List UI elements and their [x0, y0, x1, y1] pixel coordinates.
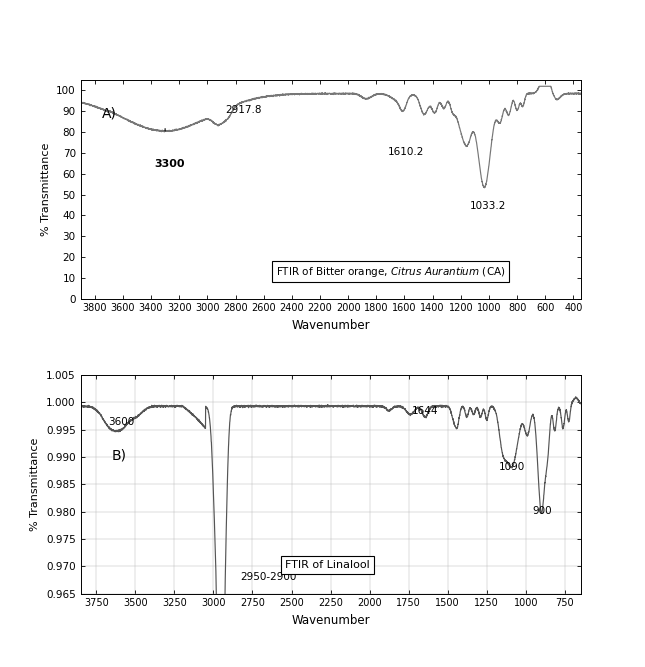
Text: A): A) — [102, 107, 117, 121]
Text: 1644: 1644 — [412, 406, 439, 416]
Y-axis label: % Transmittance: % Transmittance — [30, 438, 41, 531]
Text: 2917.8: 2917.8 — [226, 105, 262, 115]
Text: FTIR of Linalool: FTIR of Linalool — [285, 560, 370, 570]
Text: 2950-2900: 2950-2900 — [240, 572, 296, 582]
X-axis label: Wavenumber: Wavenumber — [292, 319, 370, 332]
Text: 3300: 3300 — [154, 159, 184, 169]
Text: B): B) — [112, 449, 127, 463]
Y-axis label: % Transmittance: % Transmittance — [41, 143, 50, 236]
Text: 1610.2: 1610.2 — [388, 147, 424, 157]
Text: 3600: 3600 — [108, 418, 134, 428]
Text: 900: 900 — [532, 506, 552, 516]
X-axis label: Wavenumber: Wavenumber — [292, 614, 370, 627]
Text: FTIR of Bitter orange, $\it{Citrus\ Aurantium}$ (CA): FTIR of Bitter orange, $\it{Citrus\ Aura… — [275, 265, 505, 279]
Text: 1033.2: 1033.2 — [470, 201, 506, 211]
Text: 1090: 1090 — [499, 462, 525, 472]
